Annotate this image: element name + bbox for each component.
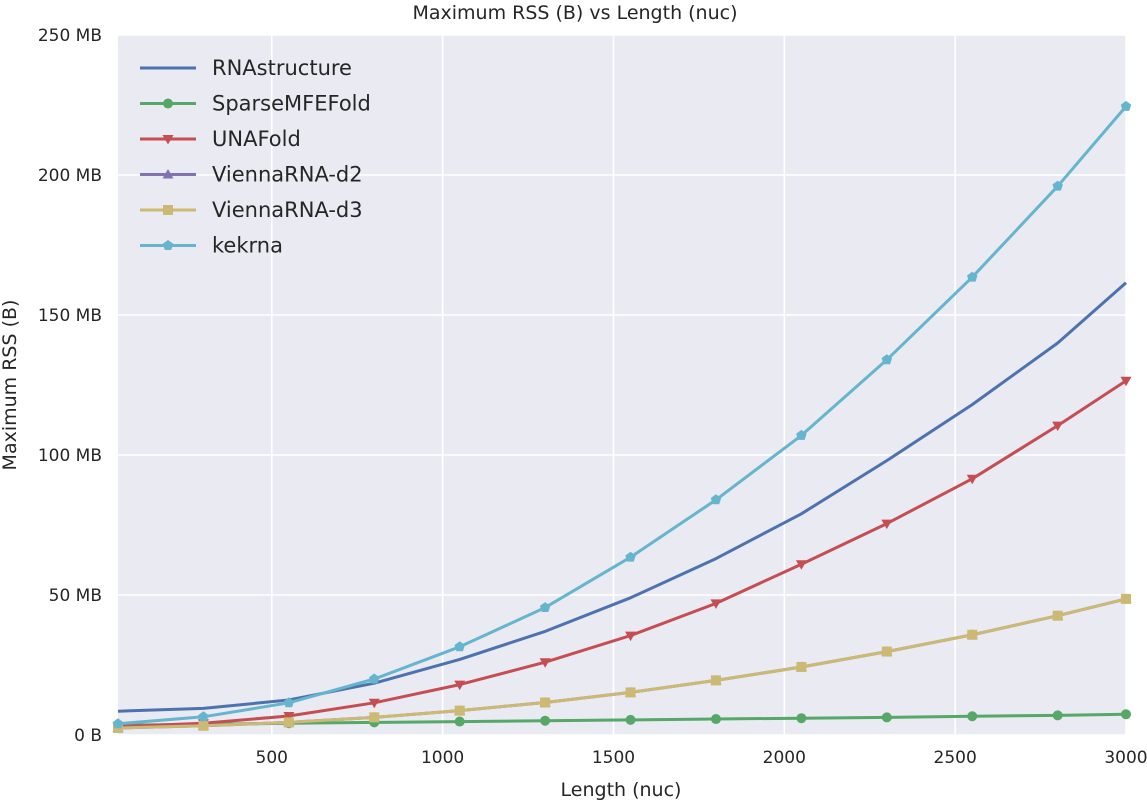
legend-label: ViennaRNA-d3 bbox=[212, 198, 363, 222]
tick-labels: 500 1000 1500 2000 2500 3000 0 B 50 MB 100 MB 150… bbox=[38, 26, 1147, 768]
data-point bbox=[539, 658, 551, 668]
y-tick-label: 100 MB bbox=[38, 446, 102, 466]
data-point bbox=[454, 641, 465, 652]
data-point bbox=[369, 673, 380, 684]
x-tick-label: 1500 bbox=[592, 748, 635, 768]
data-point bbox=[283, 711, 295, 722]
data-point bbox=[540, 715, 551, 726]
data-point bbox=[1120, 100, 1132, 111]
legend-item: ViennaRNA-d3 bbox=[140, 198, 363, 222]
data-point bbox=[1121, 593, 1131, 604]
data-point bbox=[710, 675, 721, 686]
y-axis-label: Maximum RSS (B) bbox=[0, 300, 21, 471]
data-point bbox=[710, 599, 722, 609]
series-lines bbox=[112, 100, 1132, 733]
data-point bbox=[625, 687, 636, 698]
legend-label: RNAstructure bbox=[212, 56, 352, 80]
data-point bbox=[539, 602, 551, 613]
data-point bbox=[881, 354, 893, 365]
y-tick-label: 200 MB bbox=[38, 166, 102, 186]
data-point bbox=[162, 240, 174, 250]
legend-label: SparseMFEFold bbox=[212, 92, 371, 116]
data-point bbox=[163, 205, 173, 215]
x-tick-label: 2000 bbox=[763, 748, 806, 768]
data-point bbox=[454, 705, 465, 716]
data-point bbox=[162, 169, 174, 179]
legend: RNAstructure SparseMFEFold UNAFold ViennaRN… bbox=[140, 56, 371, 258]
plot-area bbox=[118, 35, 1126, 735]
data-point bbox=[198, 720, 209, 731]
y-tick-label: 150 MB bbox=[38, 306, 102, 326]
data-point bbox=[1052, 710, 1063, 721]
data-point bbox=[1052, 610, 1063, 621]
data-point bbox=[710, 494, 722, 505]
data-point bbox=[1120, 376, 1132, 387]
data-point bbox=[710, 714, 721, 725]
data-point bbox=[368, 698, 380, 709]
legend-label: ViennaRNA-d2 bbox=[212, 163, 363, 187]
data-point bbox=[1121, 709, 1131, 720]
data-point bbox=[163, 98, 173, 109]
data-point bbox=[966, 474, 978, 485]
data-point bbox=[967, 271, 978, 282]
data-point bbox=[967, 629, 978, 640]
chart-title: Maximum RSS (B) vs Length (nuc) bbox=[412, 2, 737, 24]
x-tick-label: 3000 bbox=[1104, 748, 1147, 768]
legend-item: UNAFold bbox=[140, 127, 301, 151]
data-point bbox=[283, 697, 295, 708]
series-viennarna-d3 bbox=[113, 593, 1131, 733]
y-tick-label: 250 MB bbox=[38, 26, 102, 46]
data-point bbox=[283, 717, 294, 728]
data-point bbox=[112, 718, 124, 729]
data-point bbox=[967, 711, 978, 722]
x-tick-label: 500 bbox=[256, 748, 288, 768]
data-point bbox=[625, 631, 637, 642]
grid-lines bbox=[118, 34, 1127, 736]
legend-label: kekrna bbox=[212, 234, 283, 258]
data-point bbox=[881, 519, 893, 530]
data-point bbox=[1052, 421, 1064, 432]
data-point bbox=[198, 711, 209, 722]
series-kekrna bbox=[112, 100, 1132, 729]
data-point bbox=[625, 714, 636, 725]
data-point bbox=[454, 680, 466, 691]
x-tick-label: 2500 bbox=[934, 748, 977, 768]
data-point bbox=[881, 646, 892, 657]
legend-item: SparseMFEFold bbox=[140, 92, 371, 116]
legend-item: ViennaRNA-d2 bbox=[140, 163, 363, 187]
data-point bbox=[162, 135, 174, 145]
data-point bbox=[454, 716, 465, 727]
data-point bbox=[795, 560, 807, 570]
legend-item: RNAstructure bbox=[140, 56, 352, 80]
data-point bbox=[796, 429, 807, 440]
data-point bbox=[796, 661, 807, 672]
data-point bbox=[369, 712, 380, 723]
data-point bbox=[1052, 180, 1063, 191]
legend-item: kekrna bbox=[140, 234, 283, 258]
y-tick-label: 0 B bbox=[74, 726, 102, 746]
x-axis-label: Length (nuc) bbox=[561, 779, 682, 800]
legend-label: UNAFold bbox=[212, 127, 301, 151]
data-point bbox=[881, 712, 892, 723]
y-tick-label: 50 MB bbox=[49, 586, 102, 606]
data-point bbox=[625, 551, 636, 562]
x-tick-label: 1000 bbox=[421, 748, 464, 768]
data-point bbox=[796, 713, 807, 724]
data-point bbox=[540, 697, 551, 708]
